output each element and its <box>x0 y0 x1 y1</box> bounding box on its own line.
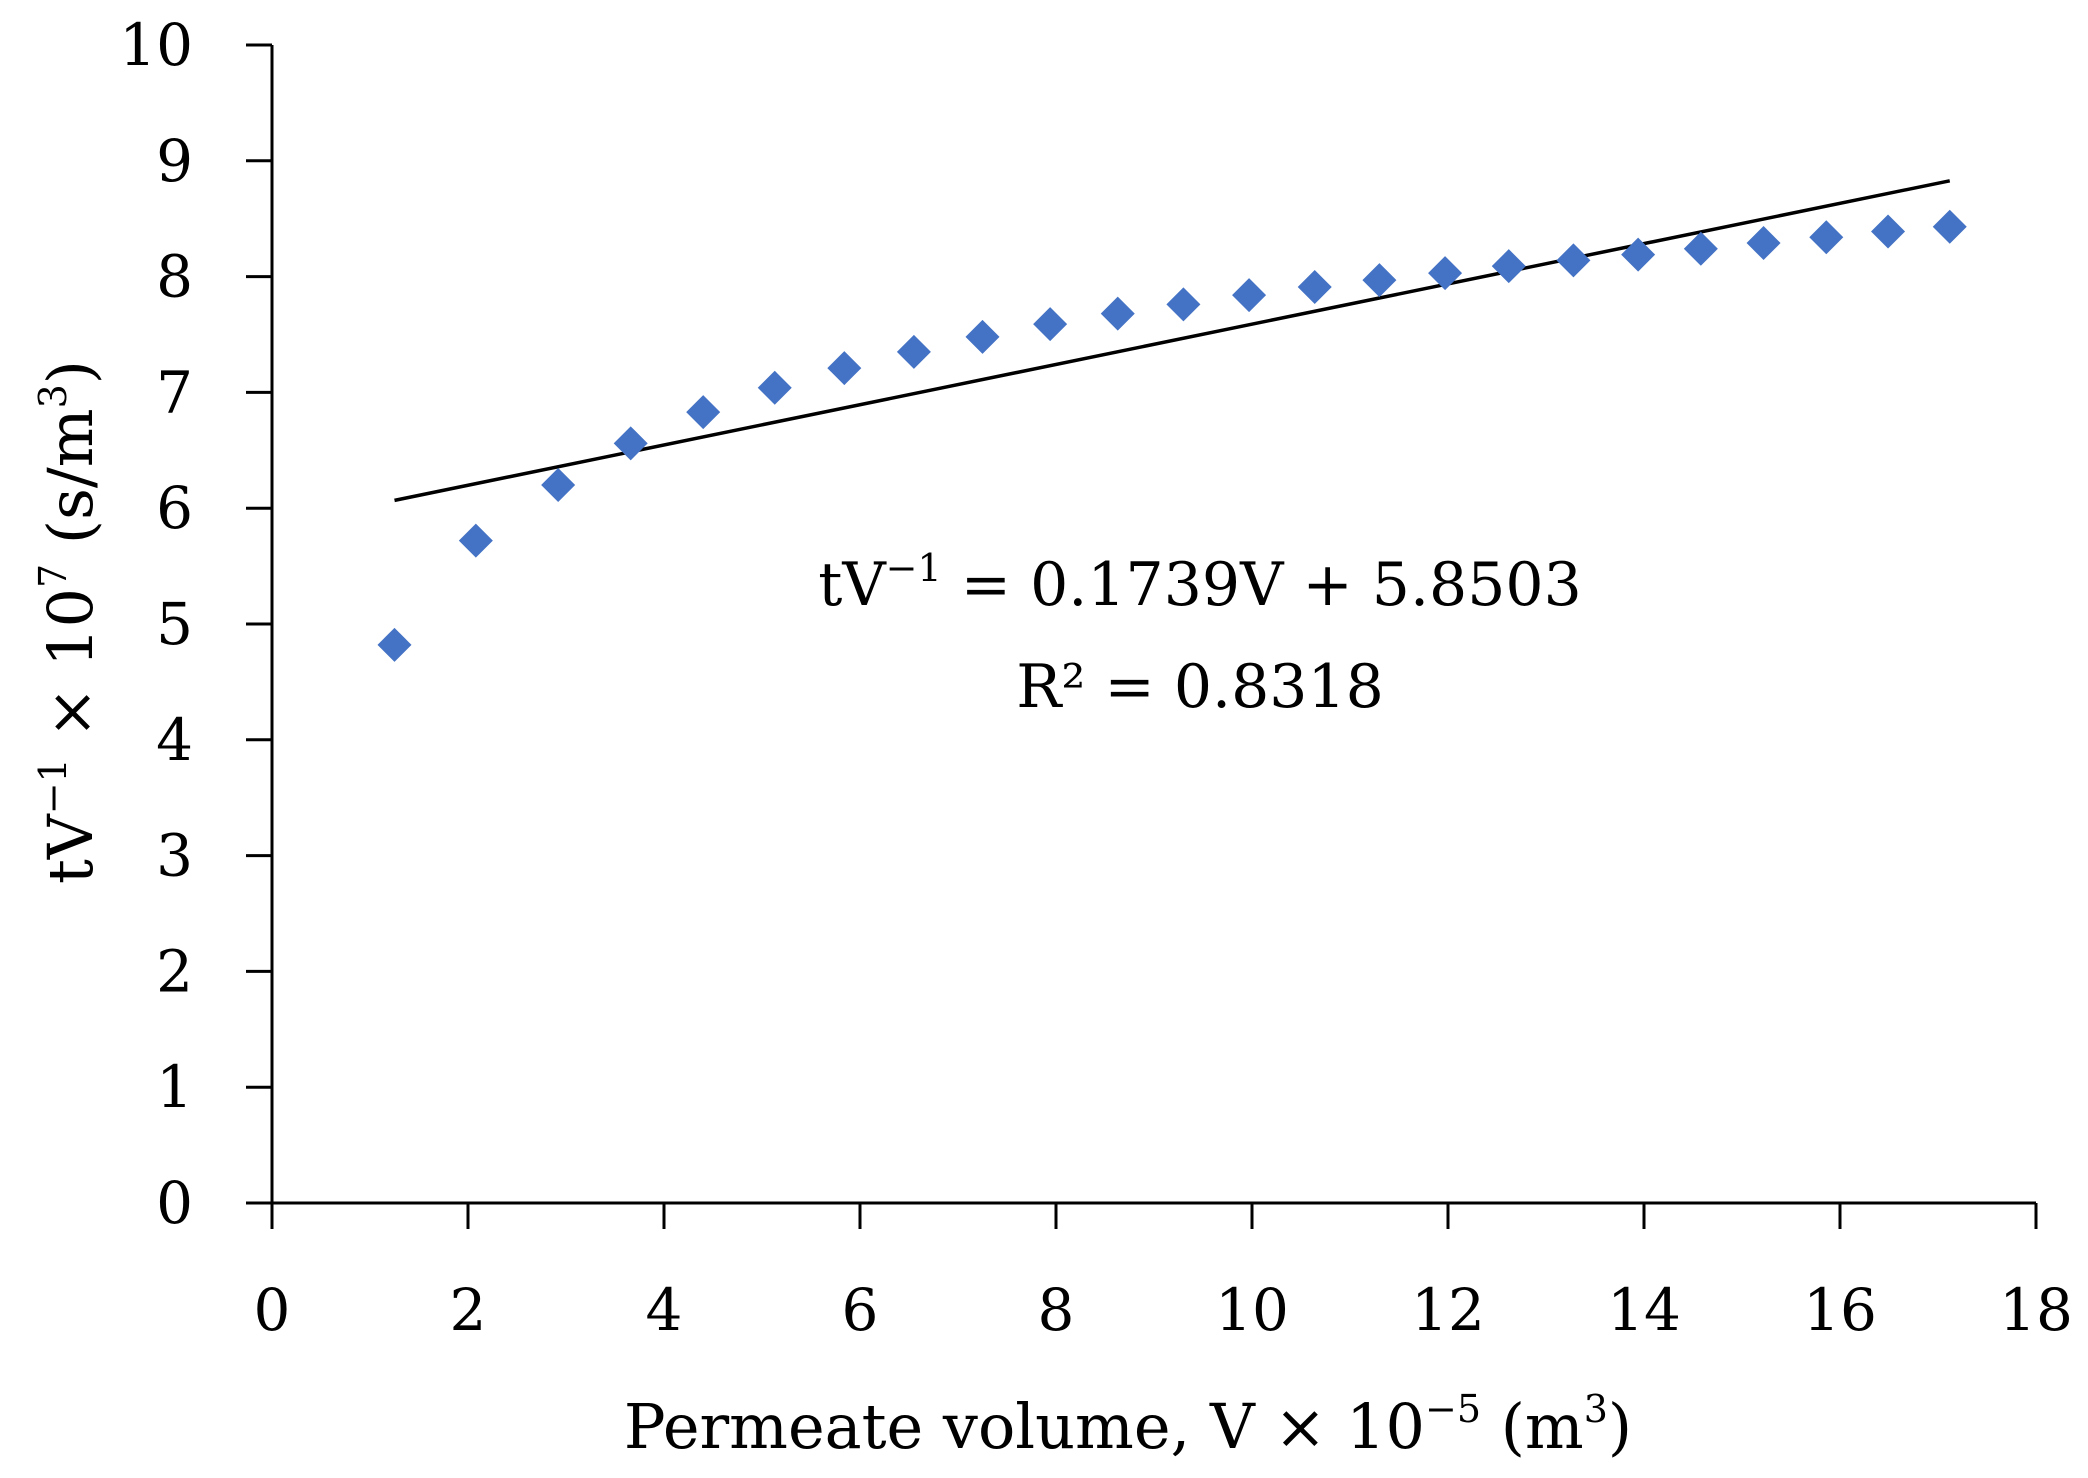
data-point <box>1621 237 1656 272</box>
x-tick-label: 2 <box>450 1276 487 1344</box>
data-points <box>377 209 1967 662</box>
x-axis-title: Permeate volume, V × 10−5 (m3) <box>624 1387 1632 1463</box>
y-ticks: 0 1 2 3 4 5 6 7 8 9 10 <box>119 11 272 1237</box>
y-tick-label: 4 <box>156 706 193 774</box>
data-point <box>1033 307 1068 342</box>
x-tick-label: 6 <box>842 1276 879 1344</box>
x-tick-label: 12 <box>1411 1276 1485 1344</box>
y-tick-label: 0 <box>156 1169 193 1237</box>
x-tick-label: 18 <box>1999 1276 2073 1344</box>
y-tick-label: 3 <box>156 822 193 890</box>
data-point <box>1809 220 1844 255</box>
y-tick-label: 6 <box>156 474 193 542</box>
data-point <box>613 426 648 461</box>
data-point <box>1100 296 1135 331</box>
data-point <box>757 370 792 405</box>
y-tick-label: 9 <box>156 127 193 195</box>
data-point <box>1746 226 1781 261</box>
x-tick-label: 8 <box>1038 1276 1075 1344</box>
y-tick-label: 5 <box>156 590 193 658</box>
data-point <box>1232 278 1267 313</box>
y-tick-label: 7 <box>156 358 193 426</box>
data-point <box>1556 243 1591 278</box>
y-tick-label: 10 <box>119 11 193 79</box>
data-point <box>1166 287 1201 322</box>
data-point <box>377 627 412 662</box>
data-point <box>1297 270 1332 305</box>
trendline-equation: tV−1 = 0.1739V + 5.8503 <box>818 546 1582 620</box>
r-squared-label: R² = 0.8318 <box>1016 652 1384 722</box>
data-point <box>965 319 1000 354</box>
data-point <box>541 468 576 503</box>
data-point <box>1491 249 1526 284</box>
data-point <box>1683 231 1718 266</box>
x-tick-label: 14 <box>1607 1276 1681 1344</box>
x-tick-label: 4 <box>646 1276 683 1344</box>
data-point <box>896 334 931 369</box>
linear-trendline <box>394 179 1951 503</box>
x-ticks: 0 2 4 6 8 10 12 14 16 18 <box>254 1203 2073 1344</box>
data-point <box>686 395 721 430</box>
data-point <box>1871 214 1906 249</box>
y-tick-label: 1 <box>156 1053 193 1121</box>
x-tick-label: 16 <box>1803 1276 1877 1344</box>
x-tick-label: 0 <box>254 1276 291 1344</box>
data-point <box>458 523 493 558</box>
data-point <box>1362 263 1397 298</box>
data-point <box>827 351 862 386</box>
y-axis-title: tV−1 × 107 (s/m3) <box>31 360 107 884</box>
y-tick-label: 2 <box>156 937 193 1005</box>
x-tick-label: 10 <box>1215 1276 1289 1344</box>
data-point <box>1932 209 1967 244</box>
y-tick-label: 8 <box>156 243 193 311</box>
data-point <box>1428 256 1463 291</box>
trendline-group <box>394 179 1951 503</box>
